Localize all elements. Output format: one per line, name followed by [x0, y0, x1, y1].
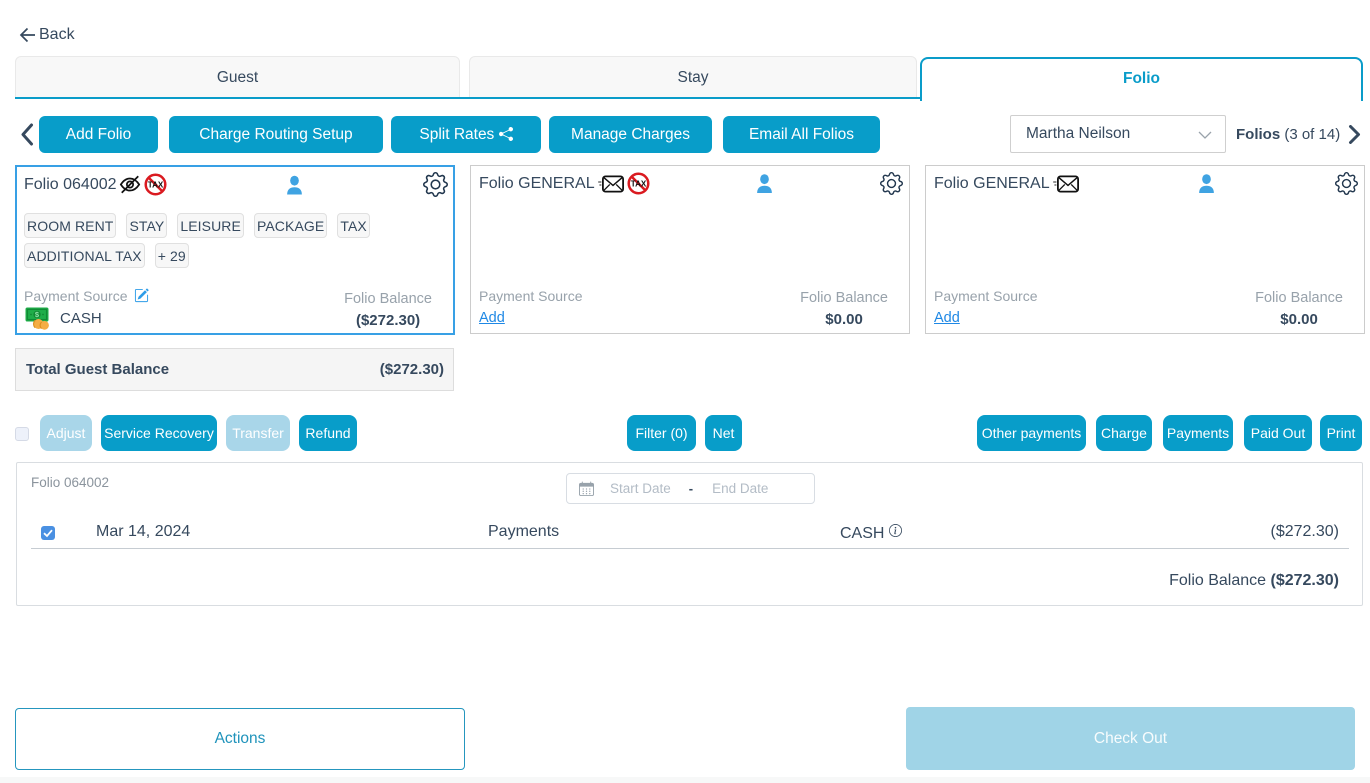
svg-text:$: $ [35, 310, 40, 319]
svg-text:TAX: TAX [630, 179, 646, 188]
svg-text:TAX: TAX [147, 180, 163, 189]
